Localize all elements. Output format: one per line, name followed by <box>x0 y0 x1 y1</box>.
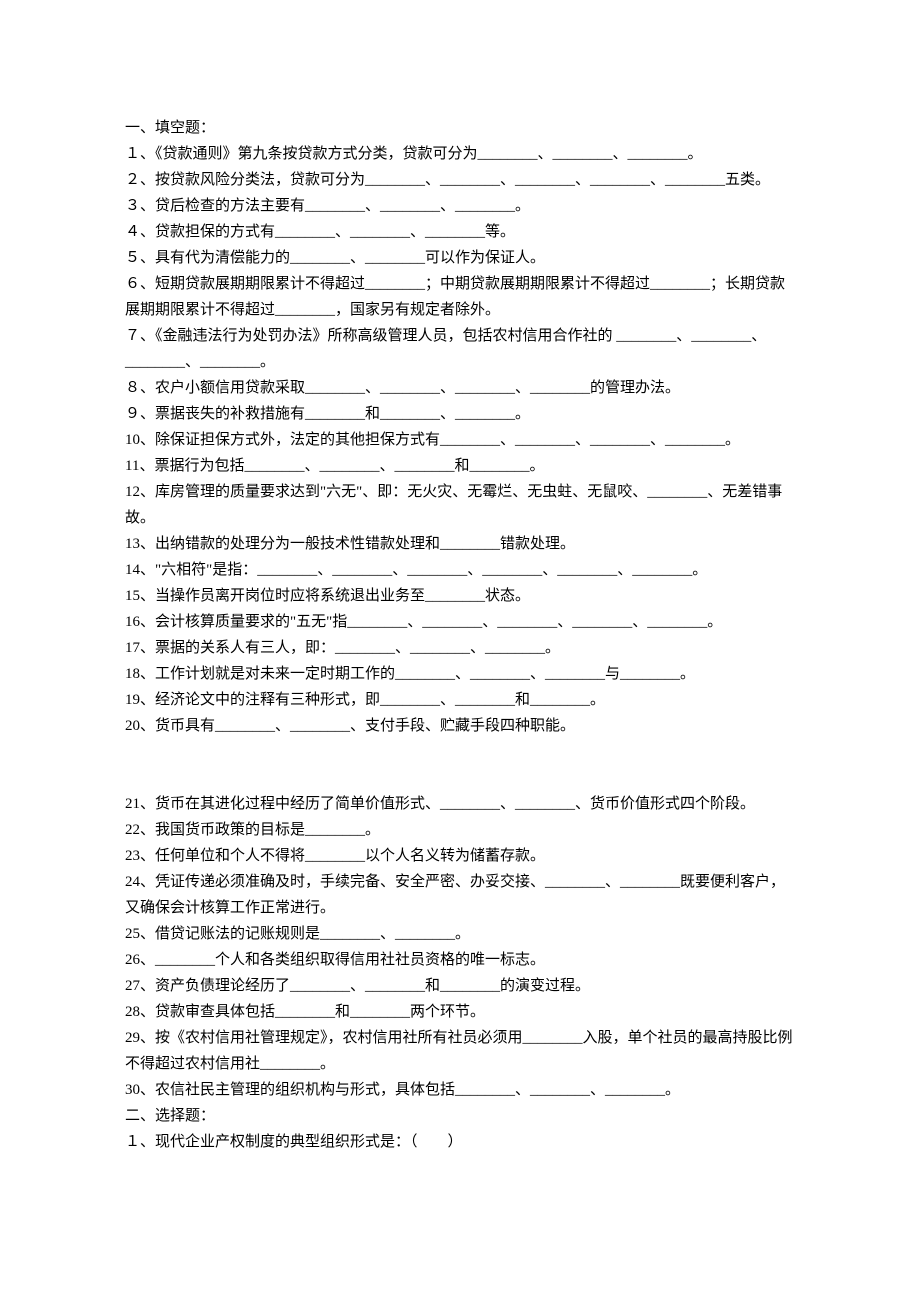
text-line: ５、具有代为清偿能力的________、________可以作为保证人。 <box>125 245 795 271</box>
text-line: 18、工作计划就是对未来一定时期工作的________、________、___… <box>125 661 795 687</box>
text-line: 14、"六相符"是指：________、________、________、__… <box>125 557 795 583</box>
text-line: １、《贷款通则》第九条按贷款方式分类，贷款可分为________、_______… <box>125 141 795 167</box>
text-line: ８、农户小额信用贷款采取________、________、________、_… <box>125 375 795 401</box>
text-line: 27、资产负债理论经历了________、________和________的演… <box>125 973 795 999</box>
text-line: 29、按《农村信用社管理规定》，农村信用社所有社员必须用________入股，单… <box>125 1025 795 1077</box>
text-line: 12、库房管理的质量要求达到"六无"、即：无火灾、无霉烂、无虫蛀、无鼠咬、___… <box>125 479 795 531</box>
text-line: 一、填空题： <box>125 115 795 141</box>
text-line: 30、农信社民主管理的组织机构与形式，具体包括________、________… <box>125 1077 795 1103</box>
text-line: １、现代企业产权制度的典型组织形式是：（ ） <box>125 1129 795 1155</box>
text-line: 26、________个人和各类组织取得信用社社员资格的唯一标志。 <box>125 947 795 973</box>
blank-line <box>125 739 795 765</box>
text-line: 11、票据行为包括________、________、________和____… <box>125 453 795 479</box>
text-line: 24、凭证传递必须准确及时，手续完备、安全严密、办妥交接、________、__… <box>125 869 795 921</box>
text-line: 22、我国货币政策的目标是________。 <box>125 817 795 843</box>
text-line: 二、选择题： <box>125 1103 795 1129</box>
text-line: 19、经济论文中的注释有三种形式，即________、________和____… <box>125 687 795 713</box>
text-line: 21、货币在其进化过程中经历了简单价值形式、________、________、… <box>125 791 795 817</box>
text-line: ６、短期贷款展期期限累计不得超过________；中期贷款展期期限累计不得超过_… <box>125 271 795 323</box>
text-line: 15、当操作员离开岗位时应将系统退出业务至________状态。 <box>125 583 795 609</box>
text-line: ２、按贷款风险分类法，贷款可分为________、________、______… <box>125 167 795 193</box>
text-line: ９、票据丧失的补救措施有________和________、________。 <box>125 401 795 427</box>
text-line: 13、出纳错款的处理分为一般技术性错款处理和________错款处理。 <box>125 531 795 557</box>
text-line: ４、贷款担保的方式有________、________、________等。 <box>125 219 795 245</box>
document-page: 一、填空题： １、《贷款通则》第九条按贷款方式分类，贷款可分为________、… <box>0 0 920 1205</box>
text-line: 28、贷款审查具体包括________和________两个环节。 <box>125 999 795 1025</box>
text-line: 10、除保证担保方式外，法定的其他担保方式有________、________、… <box>125 427 795 453</box>
text-line: 25、借贷记账法的记账规则是________、________。 <box>125 921 795 947</box>
text-line: ７、《金融违法行为处罚办法》所称高级管理人员，包括农村信用合作社的 ______… <box>125 323 795 375</box>
text-line: 20、货币具有________、________、支付手段、贮藏手段四种职能。 <box>125 713 795 739</box>
text-line: 16、会计核算质量要求的"五无"指________、________、_____… <box>125 609 795 635</box>
text-line: ３、贷后检查的方法主要有________、________、________。 <box>125 193 795 219</box>
text-line: 17、票据的关系人有三人，即：________、________、_______… <box>125 635 795 661</box>
blank-line <box>125 765 795 791</box>
text-line: 23、任何单位和个人不得将________以个人名义转为储蓄存款。 <box>125 843 795 869</box>
